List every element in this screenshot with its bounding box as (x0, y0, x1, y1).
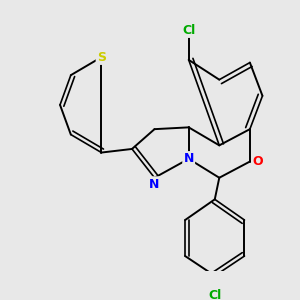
Text: S: S (97, 51, 106, 64)
Text: N: N (149, 178, 160, 190)
Text: O: O (253, 155, 263, 168)
Text: Cl: Cl (208, 289, 221, 300)
Text: N: N (184, 152, 194, 165)
Text: Cl: Cl (182, 24, 195, 37)
